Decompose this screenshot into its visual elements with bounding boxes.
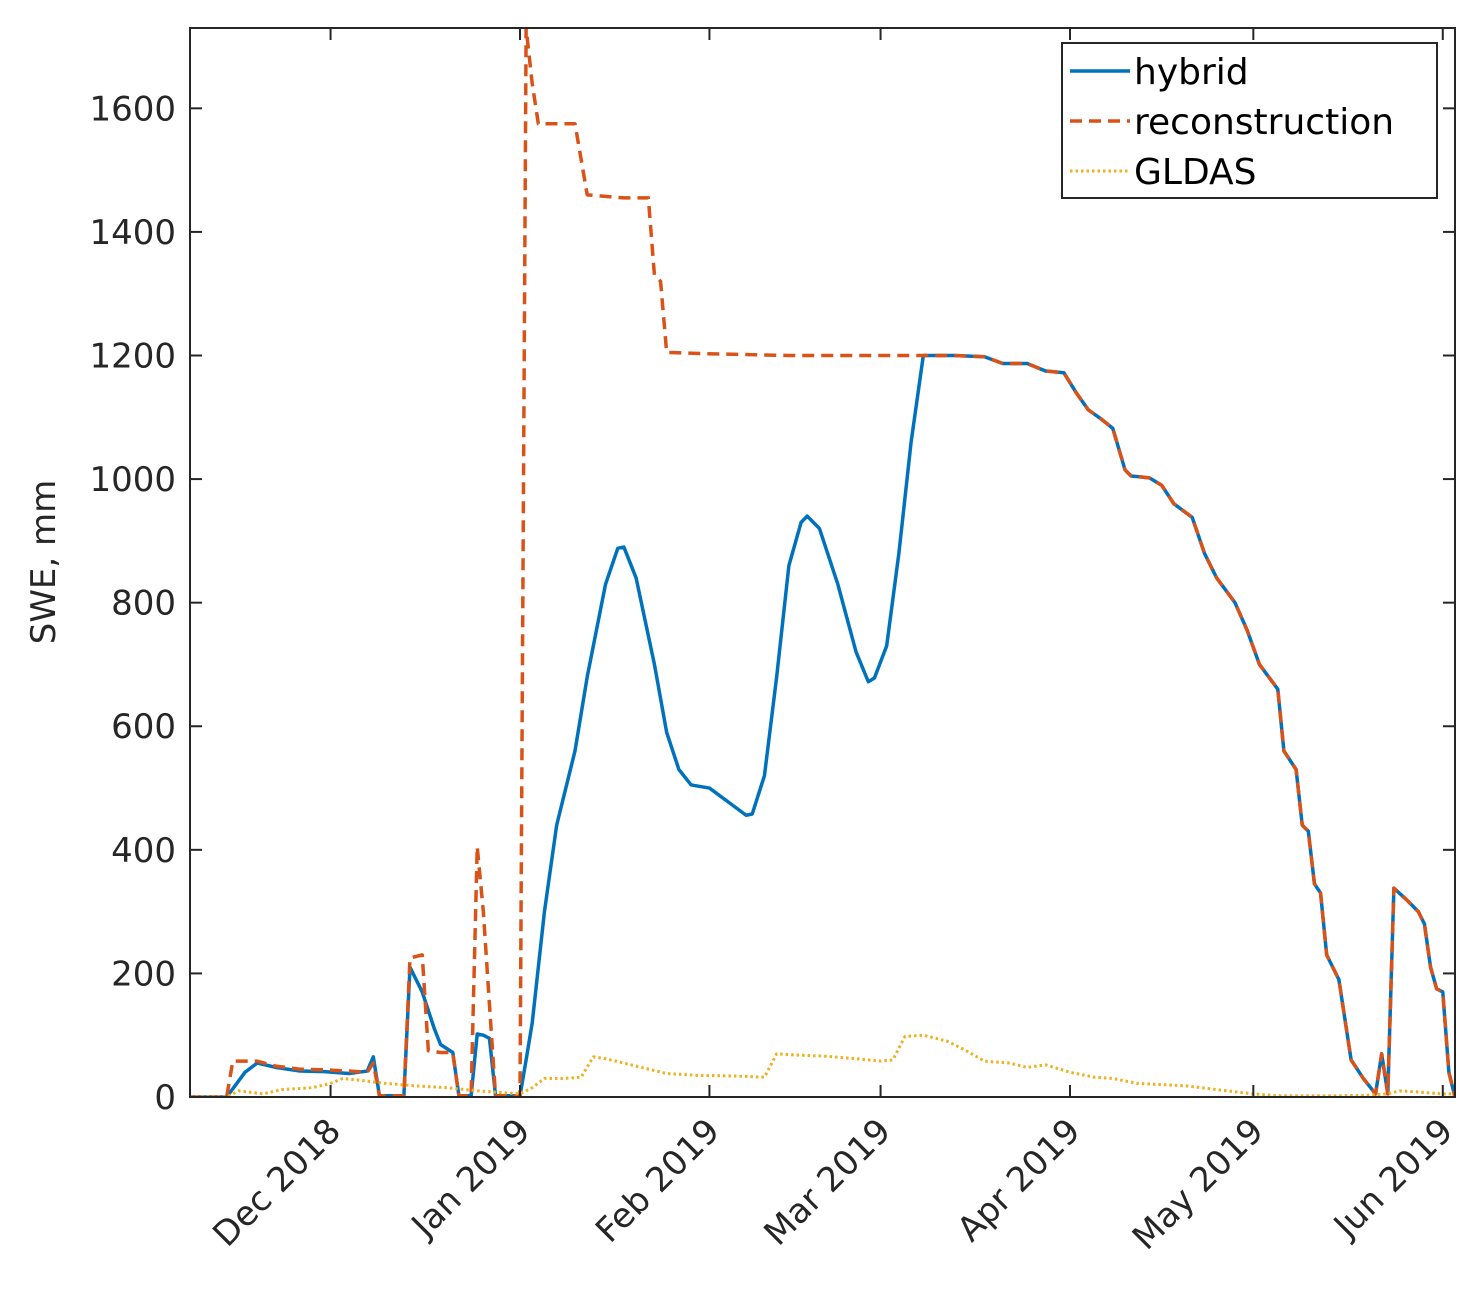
y-tick-label: 200 [111, 954, 176, 994]
y-tick-label: 400 [111, 831, 176, 871]
plot-area-frame [189, 27, 1456, 1098]
legend-label-gldas: GLDAS [1134, 152, 1257, 193]
y-tick-label: 800 [111, 584, 176, 624]
y-tick-label: 1400 [89, 213, 176, 253]
series-line-reconstruction [190, 28, 1455, 1097]
legend-label-hybrid: hybrid [1134, 52, 1249, 93]
y-tick-label: 1000 [89, 460, 176, 500]
legend-label-reconstruction: reconstruction [1134, 102, 1394, 143]
legend-box [1061, 42, 1438, 199]
series-line-gldas [190, 1033, 1455, 1097]
y-tick-label: 600 [111, 707, 176, 747]
y-tick-label: 1200 [89, 336, 176, 376]
series-layer [190, 28, 1455, 1097]
y-axis-label: SWE, mm [24, 480, 64, 645]
y-tick-label: 1600 [89, 89, 176, 129]
legend: hybrid reconstruction GLDAS [1061, 42, 1438, 199]
y-axis: 0 200 400 600 800 1000 1200 1400 1600 [89, 89, 1455, 1118]
y-tick-label: 0 [154, 1078, 176, 1118]
